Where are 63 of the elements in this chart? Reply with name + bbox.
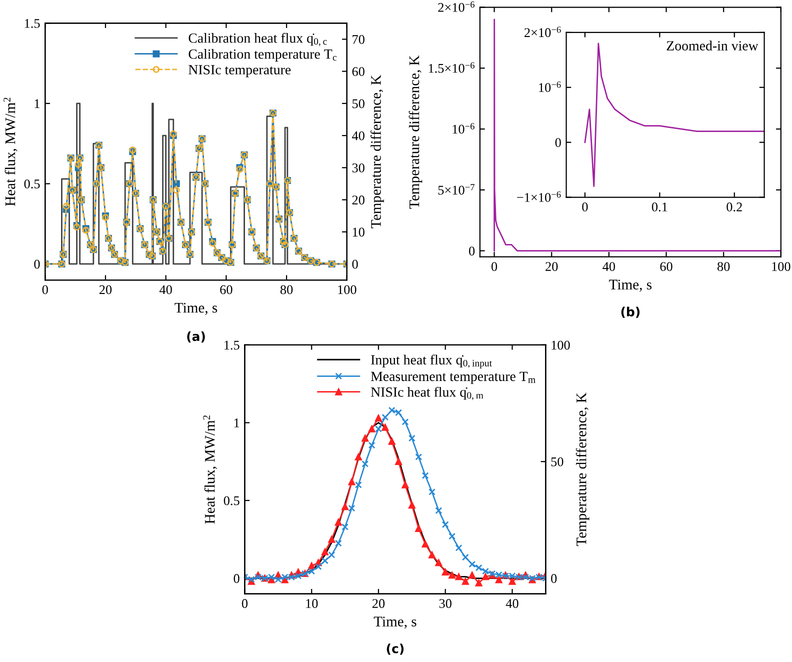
x-tick-label: 0 — [42, 285, 48, 294]
x-tick-label: 0.2 — [726, 202, 742, 212]
x-tick-label: 20 — [546, 262, 558, 272]
y2-tick-label: 50 — [352, 99, 364, 108]
x-axis-title: Time, s — [374, 616, 416, 629]
legend-label: NISIc heat flux q̇$_{0,m}$ — [370, 386, 484, 400]
x-tick-label: 80 — [717, 262, 730, 272]
x-tick-label: 0 — [491, 262, 498, 272]
x-axis-title: Time, s — [609, 280, 652, 292]
x-tick-label: 100 — [338, 285, 356, 294]
legend-label: NISIc temperature — [188, 65, 291, 78]
y-tick-label: 2×10$^{−6}$ — [438, 1, 475, 12]
y-axis-title: Heat flux, MW/m$^{2}$ — [4, 98, 18, 206]
y2-tick-label: 20 — [352, 196, 364, 204]
y-tick-label: 0 — [468, 246, 475, 256]
y-tick-label: 1.5×10$^{−6}$ — [428, 62, 475, 73]
y2-tick-label: 50 — [551, 457, 564, 466]
x-tick-label: 60 — [660, 262, 672, 272]
y-tick-label: 10$^{−6}$ — [452, 123, 474, 134]
y-tick-label: 0.5 — [24, 180, 40, 188]
x-tick-label: 0.1 — [652, 202, 668, 212]
x-tick-label: 40 — [160, 285, 172, 294]
y-tick-label: 0.5 — [224, 496, 240, 506]
legend-label: Calibration temperature T$_{c}$ — [188, 49, 337, 62]
legend-label: Measurement temperature T$_{m}$ — [370, 372, 536, 384]
x-tick-label: 40 — [506, 599, 518, 608]
y-tick-label: 0 — [555, 138, 561, 148]
legend-label: Calibration heat flux q̇$_{0,c}$ — [188, 32, 327, 46]
annotation: Zoomed-in view — [666, 40, 758, 50]
y-axis-title: Heat flux, MW/m$^{2}$ — [203, 415, 217, 524]
y-tick-label: 0 — [234, 574, 240, 583]
y-tick-label: 1.5 — [224, 340, 240, 350]
x-tick-label: 10 — [306, 599, 318, 608]
y2-tick-label: 30 — [352, 163, 364, 172]
y2-tick-label: 10 — [352, 228, 364, 237]
y-tick-label: 1.5 — [24, 19, 40, 28]
text: (c) — [386, 644, 404, 655]
text: (b) — [621, 306, 640, 318]
x-tick-label: 40 — [602, 262, 616, 272]
legend-label: Input heat flux q̇$_{0,input}$ — [371, 354, 492, 368]
x-tick-label: 0 — [242, 599, 248, 608]
x-tick-label: 60 — [220, 285, 232, 294]
y-tick-label: 10$^{−6}$ — [539, 82, 561, 92]
x-tick-label: 0 — [582, 202, 588, 212]
y2-tick-label: 70 — [352, 35, 364, 44]
y-tick-label: −1×10$^{−6}$ — [517, 191, 561, 202]
x-tick-label: 20 — [99, 285, 112, 294]
y-tick-label: 2×10$^{−6}$ — [524, 26, 561, 38]
x-tick-label: 100 — [772, 262, 790, 272]
y2-tick-label: 100 — [552, 340, 570, 350]
y2-axis-title: Temperature difference, K — [576, 392, 590, 546]
text: (a) — [187, 331, 205, 343]
x-tick-label: 30 — [439, 599, 452, 608]
x-tick-label: 20 — [372, 599, 385, 608]
y-tick-label: 1 — [34, 99, 40, 108]
y2-tick-label: 60 — [352, 67, 364, 76]
x-axis-title: Time, s — [174, 302, 218, 315]
y2-axis-title: Temperature difference, K — [370, 74, 384, 228]
y-tick-label: 5×10$^{−7}$ — [438, 184, 475, 195]
y2-tick-label: 40 — [352, 131, 364, 140]
x-tick-label: 80 — [280, 285, 293, 294]
y-tick-label: 1 — [234, 418, 240, 428]
y-axis-title: Temperature difference, K — [408, 55, 422, 209]
